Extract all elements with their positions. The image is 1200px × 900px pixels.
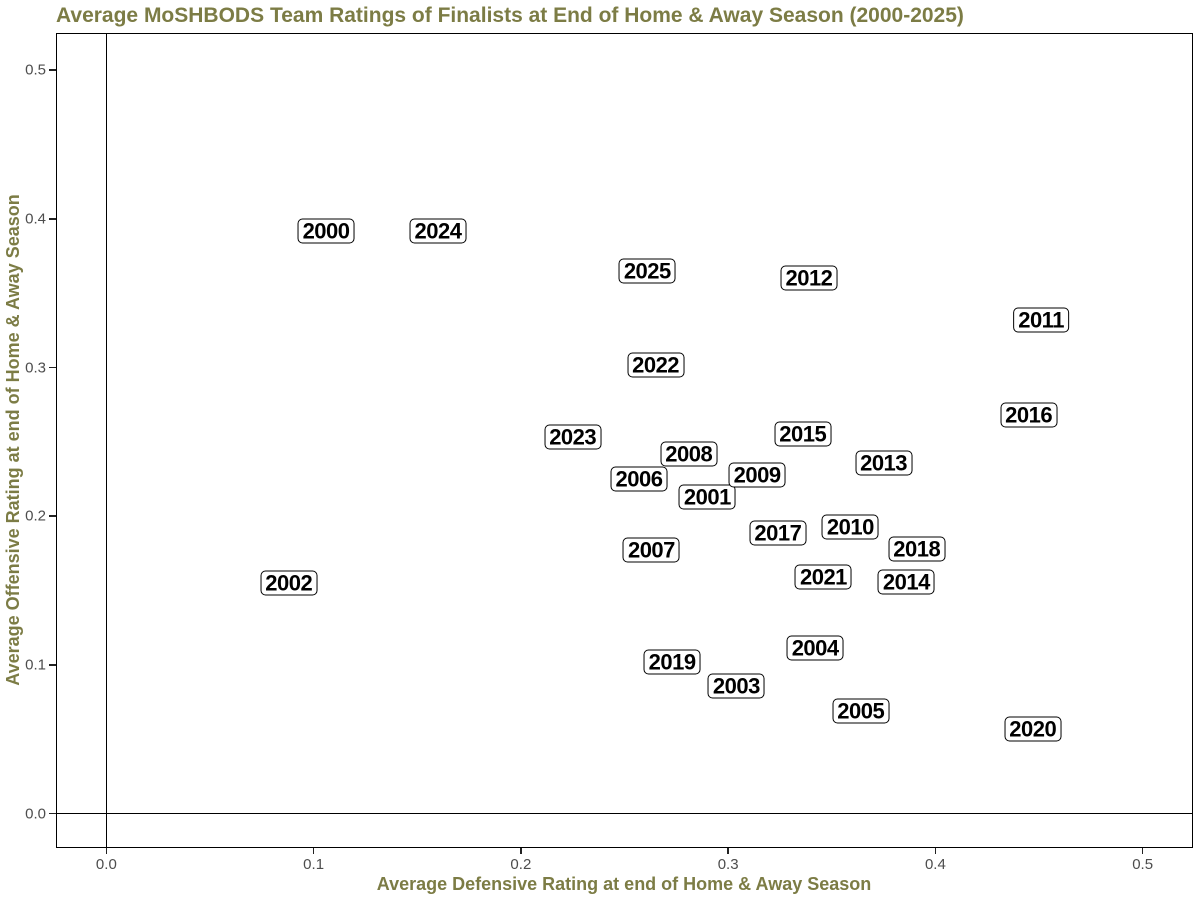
x-axis-tick-label: 0.5 (1132, 856, 1154, 873)
x-axis-tick-label: 0.2 (510, 856, 532, 873)
x-axis-tick-label: 0.0 (95, 856, 117, 873)
x-axis-tick-label: 0.3 (717, 856, 739, 873)
y-axis-tick-label: 0.0 (25, 805, 46, 822)
y-axis-tick-label: 0.4 (25, 210, 46, 228)
zero-y-reference-line (56, 812, 1193, 815)
data-point-label-2001: 2001 (678, 484, 736, 510)
x-axis-tick-mark (1141, 848, 1144, 854)
data-point-label-2010: 2010 (821, 514, 879, 540)
y-axis-tick-label: 0.2 (25, 507, 46, 525)
x-axis-tick-mark (727, 848, 729, 854)
y-axis-tick-label: 0.3 (25, 359, 46, 376)
data-point-label-2021: 2021 (794, 564, 852, 590)
data-point-label-2016: 2016 (1000, 402, 1058, 428)
data-point-label-2020: 2020 (1004, 716, 1062, 742)
data-point-label-2023: 2023 (544, 424, 602, 450)
y-axis-tick-mark (49, 69, 56, 71)
data-point-label-2005: 2005 (832, 698, 890, 724)
data-point-label-2002: 2002 (260, 570, 318, 596)
data-point-label-2017: 2017 (749, 520, 807, 546)
data-point-label-2006: 2006 (610, 466, 668, 492)
plot-area (56, 33, 1193, 848)
data-point-label-2004: 2004 (786, 635, 844, 661)
x-axis-tick-mark (520, 848, 522, 854)
data-point-label-2014: 2014 (877, 569, 935, 595)
data-point-label-2022: 2022 (627, 352, 685, 378)
y-axis-title: Average Offensive Rating at end of Home … (3, 194, 23, 686)
zero-x-reference-line (105, 33, 108, 848)
data-point-label-2007: 2007 (622, 537, 680, 563)
data-point-label-2012: 2012 (780, 265, 838, 291)
data-point-label-2018: 2018 (888, 536, 946, 562)
y-axis-tick-mark (49, 664, 56, 666)
x-axis-tick-label: 0.1 (303, 856, 325, 873)
x-axis-tick-mark (312, 848, 315, 854)
data-point-label-2019: 2019 (643, 649, 701, 675)
y-axis-tick-mark (49, 515, 56, 517)
data-point-label-2015: 2015 (774, 421, 832, 447)
data-point-label-2011: 2011 (1013, 307, 1069, 333)
data-point-label-2008: 2008 (660, 441, 718, 467)
y-axis-tick-label: 0.1 (25, 656, 46, 674)
y-axis-tick-label: 0.5 (25, 61, 46, 79)
y-axis-tick-mark (49, 218, 56, 220)
data-point-label-2024: 2024 (409, 218, 467, 244)
chart-title: Average MoSHBODS Team Ratings of Finalis… (56, 4, 964, 27)
y-axis-tick-mark (49, 366, 56, 369)
data-point-label-2009: 2009 (728, 462, 786, 488)
data-point-label-2003: 2003 (707, 673, 765, 699)
data-point-label-2000: 2000 (297, 218, 355, 244)
x-axis-tick-label: 0.4 (924, 856, 946, 873)
y-axis-tick-mark (49, 812, 56, 815)
x-axis-tick-mark (105, 848, 108, 854)
data-point-label-2025: 2025 (618, 258, 676, 284)
x-axis-tick-mark (934, 848, 937, 854)
data-point-label-2013: 2013 (855, 450, 913, 476)
x-axis-title: Average Defensive Rating at end of Home … (376, 874, 872, 894)
